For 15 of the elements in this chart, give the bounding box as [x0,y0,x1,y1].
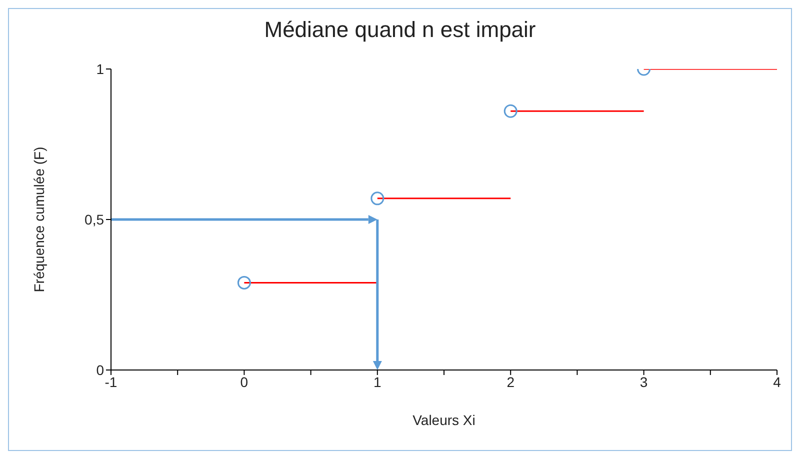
point [237,276,251,290]
y-tick-label: 0,5 [84,211,104,228]
chart-title: Médiane quand n est impair [263,17,537,43]
x-tick-label: 0 [240,374,248,390]
x-axis-title: Valeurs Xi [412,412,476,428]
y-tick-label: 1 [96,60,104,77]
x-tick-label: -1 [104,374,118,390]
point [504,104,518,118]
x-tick-label: 4 [773,374,782,390]
point [370,192,384,206]
x-tick-label: 3 [640,374,648,390]
y-axis-title: Fréquence cumulée (F) [30,146,47,292]
x-tick-label: 2 [506,374,515,390]
x-tick-label: 1 [374,374,382,390]
y-tick-label: 0 [96,362,104,378]
